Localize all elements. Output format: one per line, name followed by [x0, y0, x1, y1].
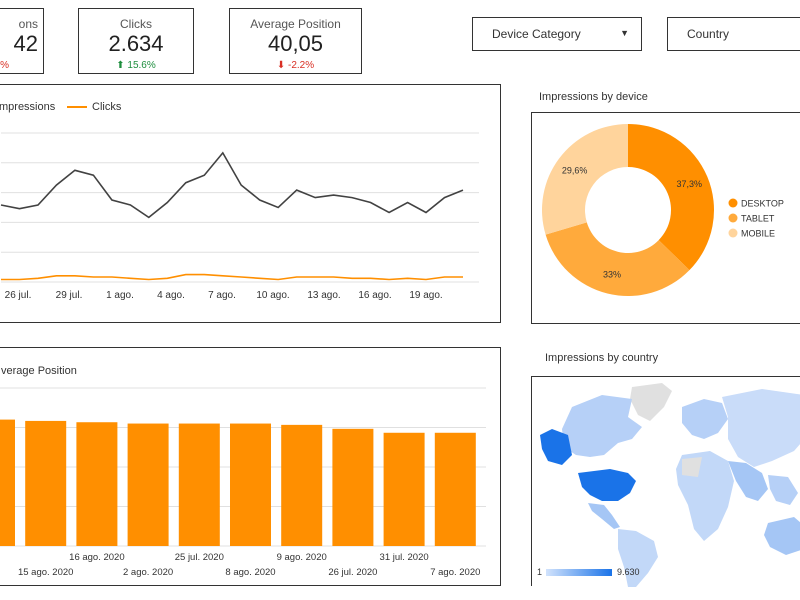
map-scale-min: 1 — [537, 567, 543, 577]
country-map-title: Impressions by country — [545, 352, 659, 364]
map-greenland — [630, 383, 672, 421]
legend-label-mobile: MOBILE — [741, 229, 775, 239]
legend-swatch-mobile — [728, 228, 738, 238]
legend-clicks-swatch — [67, 106, 87, 109]
x-category-label: 9 ago. 2020 — [277, 552, 327, 563]
device-chart-title: Impressions by device — [539, 91, 648, 103]
x-tick-label: 26 jul. — [5, 290, 32, 301]
legend-clicks: Clicks — [67, 101, 121, 113]
x-category-label: 31 jul. 2020 — [380, 552, 429, 563]
donut-chart-svg: 37,3% 33% 29,6% DESKTOP TABLET MOBILE — [542, 124, 784, 296]
map-alaska — [540, 429, 572, 465]
line-chart-svg: 26 jul. 29 jul. 1 ago. 4 ago. 7 ago. 10 ago. 1… — [0, 132, 479, 301]
bar — [281, 424, 323, 546]
x-tick-label: 1 ago. — [106, 290, 134, 301]
legend-label-desktop: DESKTOP — [741, 199, 784, 209]
x-tick-label: 16 ago. — [358, 290, 391, 301]
x-tick-label: 13 ago. — [307, 290, 340, 301]
device-category-dropdown[interactable]: Device Category ▼ — [472, 17, 642, 51]
kpi-impressions-card: ons 42 % — [0, 8, 44, 74]
kpi-clicks-card: Clicks 2.634 ⬆ 15.6% — [78, 8, 194, 74]
bar — [434, 432, 476, 546]
bar — [127, 423, 169, 546]
x-category-label: 15 ago. 2020 — [18, 567, 73, 578]
x-category-label: 16 ago. 2020 — [69, 552, 124, 563]
map-europe — [682, 399, 728, 439]
donut-slice-label: 29,6% — [562, 165, 588, 175]
x-tick-label: 10 ago. — [256, 290, 289, 301]
kpi-clicks-delta-value: 15.6% — [127, 60, 156, 71]
kpi-clicks-label: Clicks — [120, 17, 152, 31]
map-southeast-asia — [768, 475, 798, 505]
legend-swatch-tablet — [728, 213, 738, 223]
bar — [76, 422, 118, 546]
kpi-average-position-delta: ⬇ -2.2% — [230, 60, 361, 71]
kpi-clicks-delta: ⬆ 15.6% — [79, 60, 193, 71]
x-category-label: 7 ago. 2020 — [430, 567, 480, 578]
kpi-average-position-delta-value: -2.2% — [288, 60, 315, 71]
kpi-average-position-label: Average Position — [250, 17, 341, 31]
caret-down-icon: ▼ — [620, 28, 629, 38]
x-tick-label: 29 jul. — [56, 290, 83, 301]
arrow-up-icon: ⬆ — [116, 60, 125, 71]
kpi-impressions-delta: % — [0, 60, 9, 71]
x-category-label: 8 ago. 2020 — [225, 567, 275, 578]
x-category-label: 25 jul. 2020 — [175, 552, 224, 563]
country-dropdown[interactable]: Country — [667, 17, 800, 51]
x-category-label: 2 ago. 2020 — [123, 567, 173, 578]
map-asia — [722, 389, 800, 467]
bar — [0, 419, 15, 546]
bar — [332, 428, 374, 546]
legend-average-position: verage Position — [1, 365, 77, 377]
donut-slice-tablet — [545, 222, 690, 296]
map-scale-max: 9.630 — [617, 567, 640, 577]
country-label: Country — [687, 27, 730, 41]
country-map-chart: 1 9.630 — [531, 376, 800, 587]
bar — [230, 423, 271, 546]
map-australia — [764, 517, 800, 555]
kpi-impressions-label: ons — [18, 17, 38, 31]
x-tick-label: 7 ago. — [208, 290, 236, 301]
x-tick-label: 4 ago. — [157, 290, 185, 301]
kpi-average-position-value: 40,05 — [267, 31, 324, 56]
donut-slice-label: 33% — [603, 270, 621, 280]
bar — [25, 420, 67, 546]
donut-slice-label: 37,3% — [677, 179, 703, 189]
map-south-asia — [728, 461, 768, 501]
map-mexico — [588, 503, 620, 529]
x-category-label: 26 jul. 2020 — [328, 567, 377, 578]
map-africa-no-data — [682, 457, 702, 477]
legend-impressions: mpressions — [0, 101, 55, 113]
time-series-chart: mpressions Clicks 26 jul. 29 jul. 1 ago. 4 … — [0, 84, 501, 323]
legend-swatch-desktop — [728, 198, 738, 208]
series-line-clicks — [1, 273, 463, 281]
map-scale-bar — [546, 569, 612, 576]
kpi-impressions-value: 42 — [13, 31, 38, 56]
kpi-average-position-card: Average Position 40,05 ⬇ -2.2% — [229, 8, 362, 74]
legend-label-tablet: TABLET — [741, 214, 775, 224]
arrow-down-icon: ⬇ — [276, 60, 286, 71]
donut-slice-desktop — [628, 124, 714, 271]
world-map-svg — [532, 377, 800, 587]
legend-clicks-label: Clicks — [92, 101, 122, 113]
map-south-america — [618, 529, 658, 587]
x-tick-label: 19 ago. — [409, 290, 442, 301]
series-line-impressions — [0, 151, 464, 219]
device-donut-chart: 37,3% 33% 29,6% DESKTOP TABLET MOBILE — [531, 112, 800, 324]
map-usa — [578, 469, 636, 501]
kpi-clicks-value: 2.634 — [108, 31, 164, 56]
map-canada — [562, 395, 642, 457]
bar — [383, 432, 425, 546]
bar — [178, 423, 220, 546]
donut-slice-mobile — [542, 124, 628, 235]
device-category-label: Device Category — [492, 27, 581, 41]
legend-impressions-label: mpressions — [0, 101, 56, 113]
